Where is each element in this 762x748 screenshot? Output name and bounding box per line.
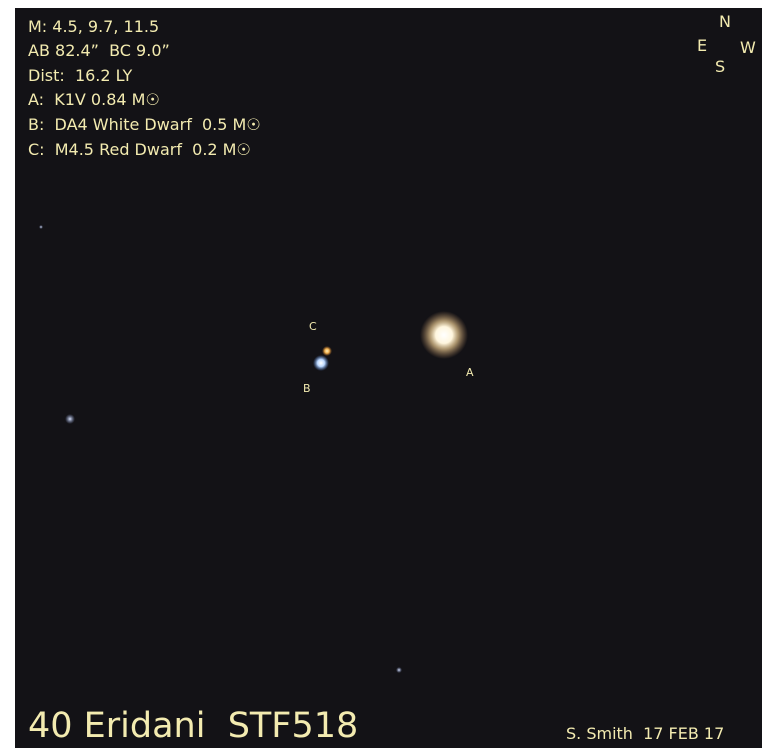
info-line: Dist: 16.2 LY xyxy=(28,66,132,85)
info-line: M: 4.5, 9.7, 11.5 xyxy=(28,17,159,36)
field-star xyxy=(396,667,402,673)
info-line: B: DA4 White Dwarf 0.5 M☉ xyxy=(28,115,261,134)
star-c xyxy=(322,346,332,356)
compass-west: W xyxy=(740,38,756,57)
credit: S. Smith 17 FEB 17 xyxy=(566,724,724,743)
info-line: C: M4.5 Red Dwarf 0.2 M☉ xyxy=(28,140,251,159)
star-label: C xyxy=(309,320,317,333)
astrophoto: M: 4.5, 9.7, 11.5 AB 82.4” BC 9.0” Dist:… xyxy=(0,0,762,748)
field-star xyxy=(65,414,75,424)
compass-east: E xyxy=(697,36,707,55)
field-star xyxy=(39,225,43,229)
star-a xyxy=(420,311,468,359)
star-label: A xyxy=(466,366,474,379)
compass-south: S xyxy=(715,57,725,76)
title: 40 Eridani STF518 xyxy=(28,706,358,746)
star-label: B xyxy=(303,382,311,395)
info-line: AB 82.4” BC 9.0” xyxy=(28,41,170,60)
info-line: A: K1V 0.84 M☉ xyxy=(28,90,160,109)
compass-north: N xyxy=(719,12,731,31)
star-b xyxy=(313,355,329,371)
